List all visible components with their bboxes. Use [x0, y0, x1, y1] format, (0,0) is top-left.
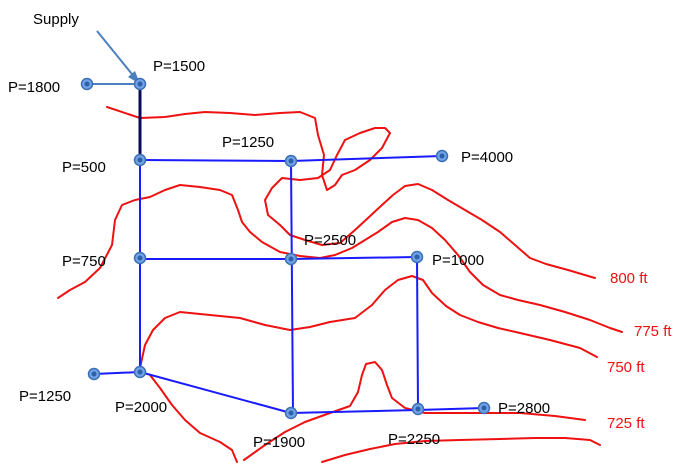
contour-label-725: 725 ft — [607, 415, 645, 432]
node — [284, 252, 298, 266]
node — [87, 367, 101, 381]
contour-label-775: 775 ft — [634, 323, 672, 340]
node-label: P=1800 — [8, 79, 60, 96]
contour-line — [57, 184, 623, 333]
contour-line — [139, 275, 598, 369]
node-label: P=2800 — [498, 400, 550, 417]
contour-lines — [57, 106, 623, 463]
contour-label-800: 800 ft — [610, 270, 648, 287]
supply-arrow — [96, 30, 140, 84]
pipe — [139, 371, 292, 414]
contour-line — [321, 437, 601, 463]
pipe — [290, 256, 418, 260]
node-label: P=750 — [62, 253, 106, 270]
node — [435, 149, 449, 163]
pipe — [416, 256, 419, 409]
node-label: P=1900 — [253, 434, 305, 451]
node-label: P=1250 — [222, 134, 274, 151]
nodes — [80, 77, 491, 420]
node-label: P=4000 — [461, 149, 513, 166]
node — [284, 406, 298, 420]
node — [80, 77, 94, 91]
node-label: P=1500 — [153, 58, 205, 75]
supply-label: Supply — [33, 11, 79, 28]
pipe — [290, 160, 294, 414]
contour-label-750: 750 ft — [607, 359, 645, 376]
pipe — [290, 155, 443, 162]
contour-labels: 800 ft 775 ft 750 ft 725 ft — [607, 270, 672, 432]
node-supply — [133, 77, 147, 91]
pipe — [417, 407, 485, 411]
node-label: P=1000 — [432, 252, 484, 269]
node — [133, 365, 147, 379]
pipe — [290, 409, 419, 414]
contour-line — [149, 374, 238, 463]
contour-line — [243, 361, 586, 461]
node — [284, 154, 298, 168]
node — [477, 401, 491, 415]
node-labels: P=1500 P=1800 P=500 P=1250 P=4000 P=750 … — [8, 58, 550, 451]
node — [133, 251, 147, 265]
pipe-network — [87, 83, 485, 414]
pipe — [139, 159, 292, 162]
node-label: P=2500 — [304, 232, 356, 249]
node-label: P=1250 — [19, 388, 71, 405]
node-label: P=500 — [62, 159, 106, 176]
contour-line — [106, 106, 596, 279]
node — [133, 153, 147, 167]
node — [410, 250, 424, 264]
supply-arrow-line — [96, 30, 137, 80]
node — [411, 402, 425, 416]
node-label: P=2250 — [388, 431, 440, 448]
node-label: P=2000 — [115, 399, 167, 416]
pipe — [93, 371, 141, 375]
